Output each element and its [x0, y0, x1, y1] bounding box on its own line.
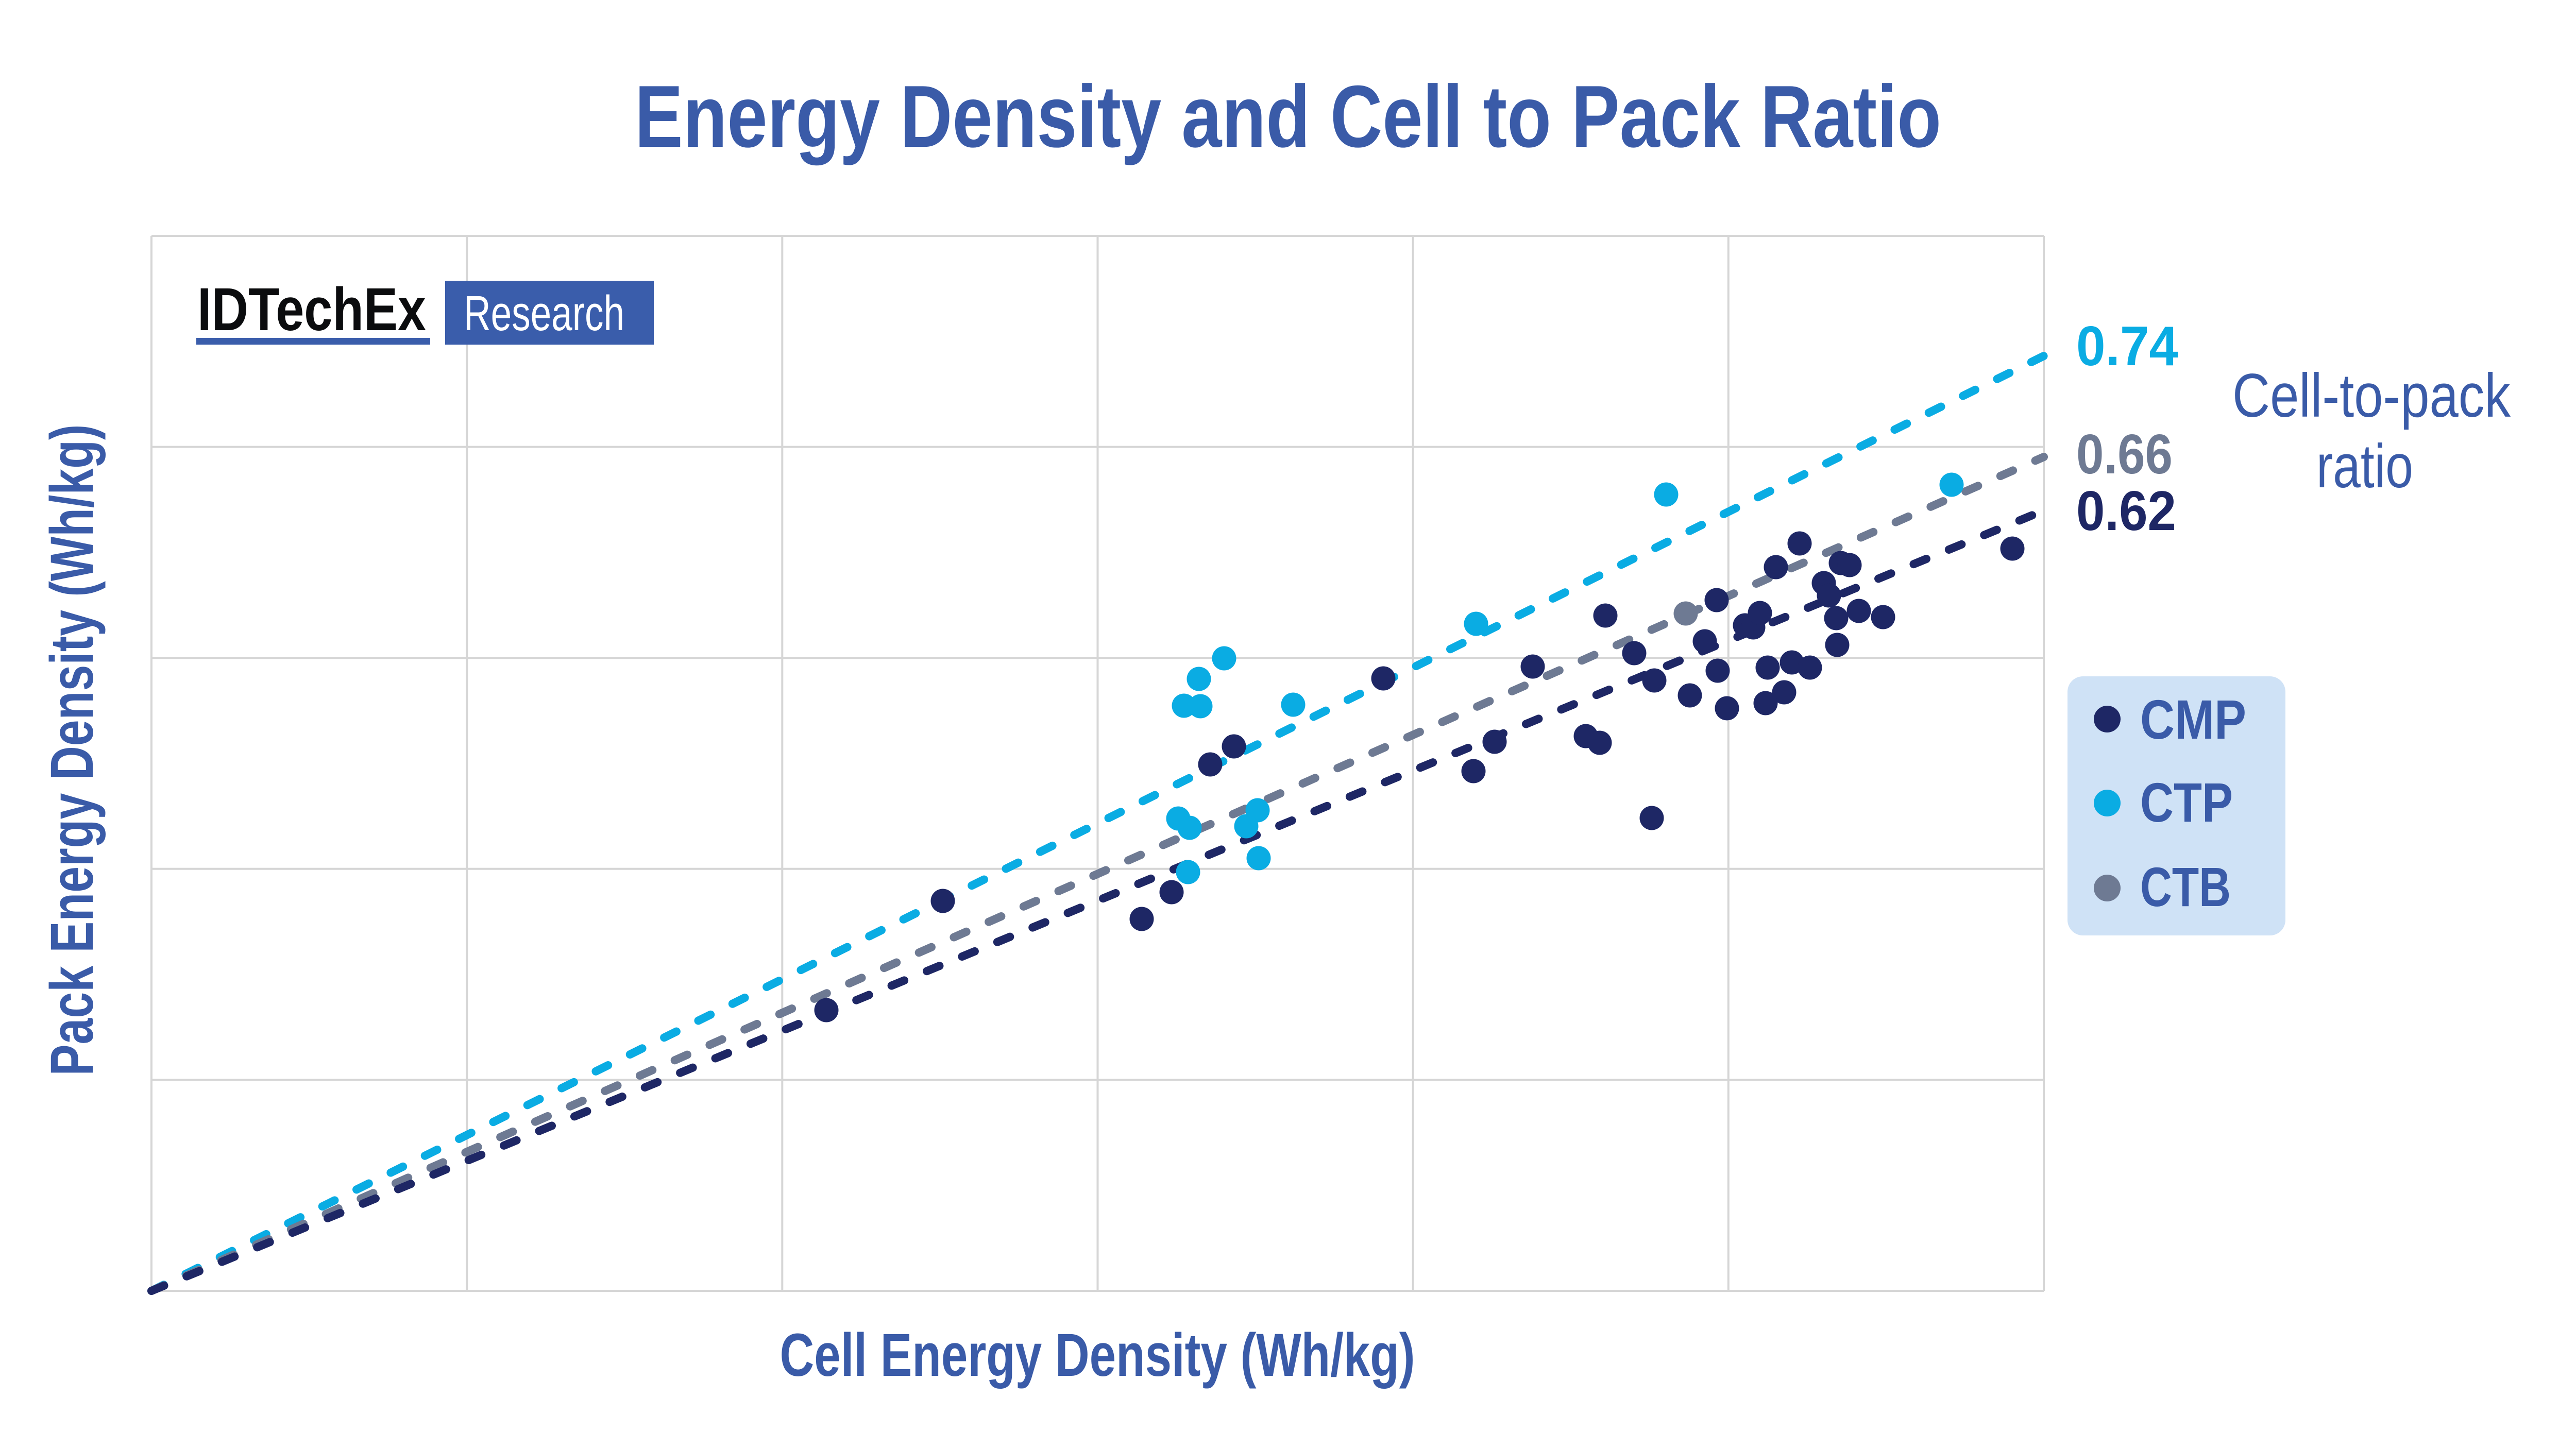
svg-text:0.62: 0.62 — [2076, 480, 2176, 542]
svg-text:0.66: 0.66 — [2076, 423, 2173, 486]
svg-text:Pack Energy Density (Wh/kg): Pack Energy Density (Wh/kg) — [38, 424, 106, 1076]
svg-text:IDTechEx: IDTechEx — [197, 276, 426, 344]
svg-text:Research: Research — [464, 286, 624, 341]
svg-text:ratio: ratio — [2316, 432, 2413, 501]
svg-text:Cell Energy Density (Wh/kg): Cell Energy Density (Wh/kg) — [780, 1321, 1415, 1389]
svg-text:Cell-to-pack: Cell-to-pack — [2232, 361, 2511, 430]
svg-text:0.74: 0.74 — [2076, 315, 2178, 378]
svg-text:Energy Density and Cell to Pac: Energy Density and Cell to Pack Ratio — [635, 67, 1941, 166]
svg-text:CTB: CTB — [2140, 856, 2231, 918]
svg-text:CTP: CTP — [2140, 771, 2233, 833]
svg-text:CMP: CMP — [2140, 688, 2246, 751]
